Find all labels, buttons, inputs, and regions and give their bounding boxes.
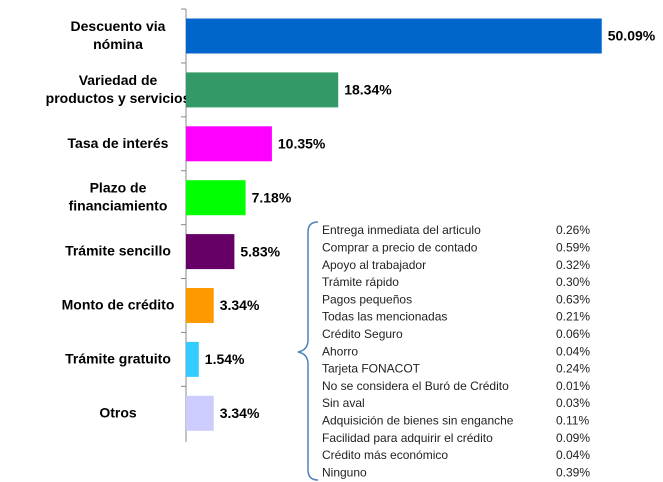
detail-label: Ahorro: [322, 344, 358, 358]
value-label: 10.35%: [278, 136, 326, 152]
detail-value: 0.06%: [556, 327, 590, 341]
bar: [186, 395, 214, 431]
detail-value: 0.59%: [556, 240, 590, 254]
category-line: financiamiento: [69, 197, 168, 213]
brace: [297, 221, 319, 481]
category-line: Tasa de interés: [68, 135, 169, 151]
bar: [186, 288, 214, 323]
detail-label: Todas las mencionadas: [322, 310, 447, 324]
value-label: 50.09%: [608, 28, 656, 44]
category-line: Otros: [99, 404, 137, 420]
category-label: Monto de crédito: [62, 296, 175, 312]
value-label: 1.54%: [205, 351, 245, 367]
detail-value: 0.32%: [556, 258, 590, 272]
category-label: Descuento via nómina: [71, 18, 166, 52]
detail-label: Adquisición de bienes sin enganche: [322, 413, 514, 427]
detail-label: Ninguno: [322, 465, 367, 479]
detail-label: Trámite rápido: [322, 275, 399, 289]
value-label: 7.18%: [252, 189, 292, 205]
category-line: Trámite sencillo: [65, 242, 171, 258]
detail-label: Crédito más económico: [322, 448, 448, 462]
bar: [186, 18, 602, 54]
detail-label: Crédito Seguro: [322, 327, 403, 341]
value-label: 5.83%: [240, 243, 280, 259]
category-line: Variedad de: [79, 72, 158, 88]
category-label: Plazo de financiamiento: [69, 179, 168, 213]
detail-label: Sin aval: [322, 396, 365, 410]
category-line: nómina: [93, 36, 143, 52]
detail-label: Tarjeta FONACOT: [322, 362, 421, 376]
value-label: 3.34%: [220, 297, 260, 313]
category-label: Variedad de productos y servicios: [46, 72, 191, 106]
category-label: Trámite gratuito: [65, 350, 171, 366]
detail-value: 0.39%: [556, 465, 590, 479]
value-label: 3.34%: [220, 405, 260, 421]
category-label: Tasa de interés: [68, 135, 169, 151]
detail-value: 0.24%: [556, 362, 590, 376]
bar: [186, 72, 339, 108]
detail-label: Facilidad para adquirir el crédito: [322, 431, 493, 445]
detail-value: 0.63%: [556, 292, 590, 306]
detail-label: Pagos pequeños: [322, 292, 412, 306]
bar: [186, 234, 235, 270]
category-line: Trámite gratuito: [65, 350, 171, 366]
detail-value: 0.04%: [556, 448, 590, 462]
detail-value: 0.11%: [556, 413, 589, 427]
detail-value: 0.04%: [556, 344, 590, 358]
bar: [186, 180, 246, 216]
bar: [186, 126, 272, 162]
bar: [186, 341, 199, 377]
category-line: Plazo de: [90, 179, 147, 195]
detail-value: 0.30%: [556, 275, 590, 289]
category-label: Otros: [99, 404, 137, 420]
detail-value: 0.09%: [556, 431, 590, 445]
value-label: 18.34%: [344, 82, 392, 98]
detail-label: Apoyo al trabajador: [322, 258, 426, 272]
detail-label: Comprar a precio de contado: [322, 240, 478, 254]
category-label: Trámite sencillo: [65, 242, 171, 258]
detail-label: Entrega inmediata del articulo: [322, 223, 481, 237]
detail-value: 0.01%: [556, 379, 590, 393]
category-line: Monto de crédito: [62, 296, 175, 312]
category-line: Descuento via: [71, 18, 166, 34]
detail-value: 0.26%: [556, 223, 590, 237]
detail-label: No se considera el Buró de Crédito: [322, 379, 509, 393]
detail-value: 0.03%: [556, 396, 590, 410]
category-line: productos y servicios: [46, 90, 191, 106]
detail-value: 0.21%: [556, 310, 590, 324]
